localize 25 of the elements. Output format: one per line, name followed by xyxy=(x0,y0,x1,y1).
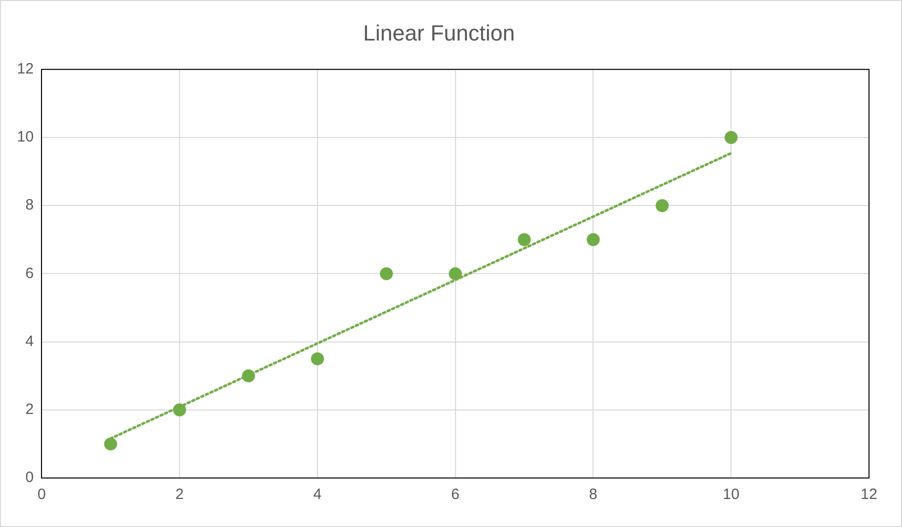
x-tick-label: 6 xyxy=(451,486,460,504)
point xyxy=(173,403,186,416)
point xyxy=(724,131,738,144)
point xyxy=(448,267,462,280)
y-tick-label: 8 xyxy=(25,196,34,214)
y-tick-label: 4 xyxy=(25,332,34,350)
x-tick-label: 12 xyxy=(860,486,878,504)
point xyxy=(104,437,118,450)
point xyxy=(586,233,600,246)
x-tick-label: 0 xyxy=(38,486,46,504)
y-tick-label: 6 xyxy=(25,264,34,282)
point xyxy=(242,369,256,382)
x-tick-label: 2 xyxy=(175,486,184,504)
x-tick-label: 8 xyxy=(589,486,598,504)
point xyxy=(518,233,531,246)
point xyxy=(656,199,669,212)
y-tick-label: 10 xyxy=(16,128,34,146)
x-tick-label: 4 xyxy=(313,486,322,504)
chart-title: Linear Function xyxy=(363,20,515,46)
y-tick-label: 0 xyxy=(25,469,34,486)
x-tick-label: 10 xyxy=(722,486,740,504)
point xyxy=(380,267,393,280)
point xyxy=(310,352,324,366)
y-tick-label: 12 xyxy=(16,60,34,78)
y-tick-label: 2 xyxy=(25,401,34,418)
